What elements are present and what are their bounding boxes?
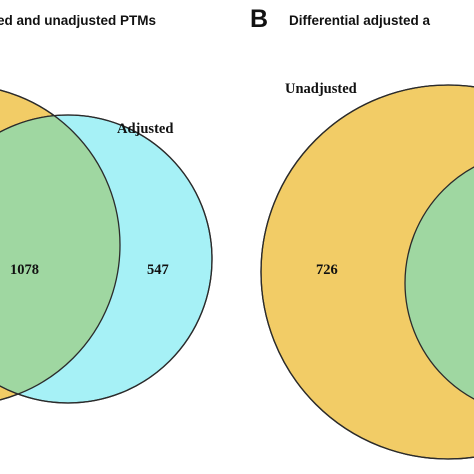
panel-b-title: Differential adjusted a [289,13,431,28]
venn-a-adjusted-outline [0,114,213,404]
venn-b-overlap-region [404,150,474,416]
venn-a-adjusted-label: Adjusted [117,121,173,137]
panel-b-letter: B [250,5,268,33]
panel-a-title: ed and unadjusted PTMs [0,13,156,28]
venn-a-unadjusted-outline [0,89,121,401]
panel-b: B Differential adjusted a Unadjusted 726 [250,5,474,460]
venn-a-overlap-region [0,115,120,403]
panel-a: ed and unadjusted PTMs Adjusted 1078 547 [0,13,213,404]
venn-a-overlap-count: 1078 [10,262,39,278]
venn-b-unadjusted-label: Unadjusted [285,81,357,97]
venn-b-unadjusted-outline [260,84,474,460]
venn-b-unadjusted-only-count: 726 [316,262,338,278]
venn-a-adjusted-only-count: 547 [147,262,169,278]
